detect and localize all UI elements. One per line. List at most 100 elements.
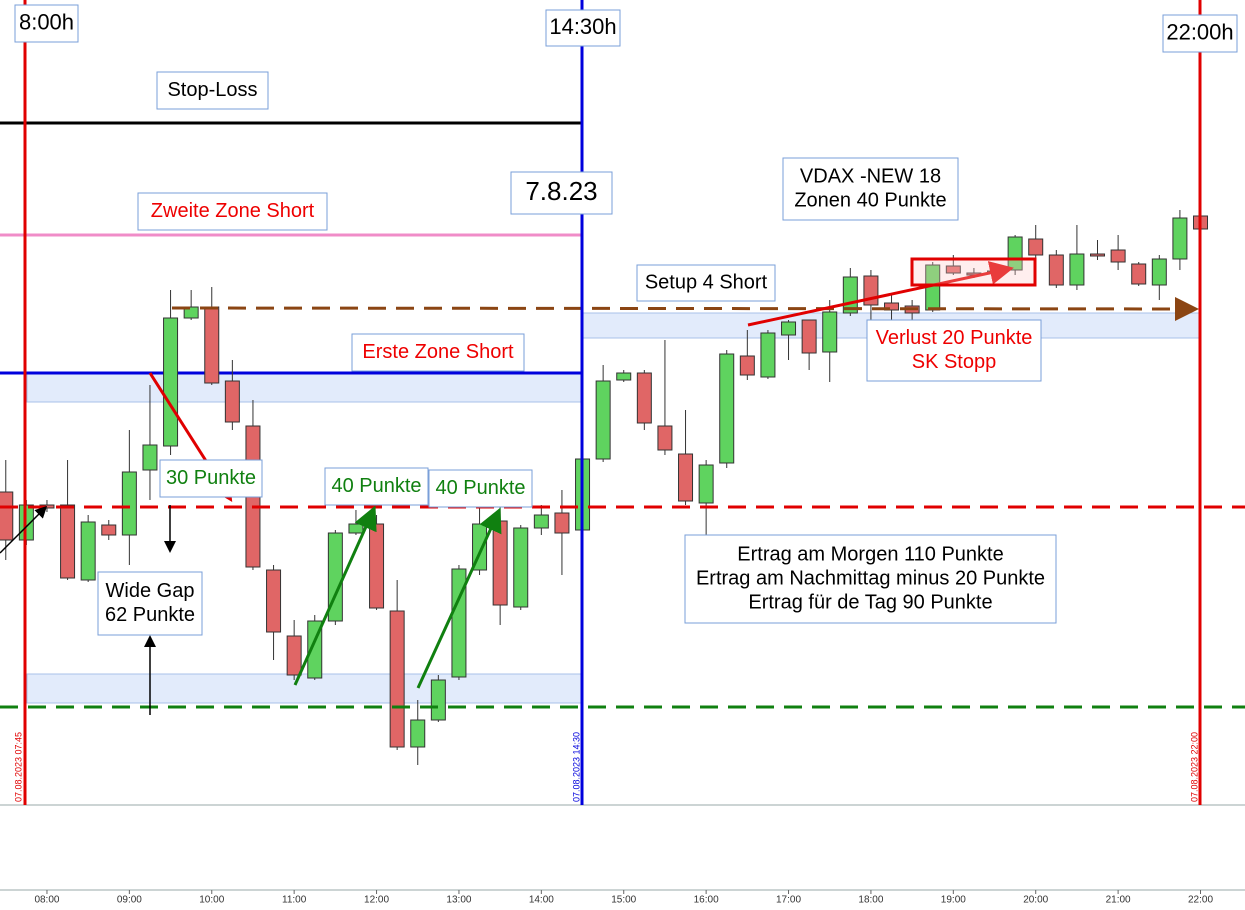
x-tick-label: 16:00: [694, 895, 719, 905]
label-box: [137, 192, 328, 231]
annotation-text: Zweite Zone Short: [151, 200, 315, 222]
label-box: [14, 4, 79, 43]
annotation-text: Stop-Loss: [167, 79, 257, 101]
label-box: [510, 171, 613, 215]
annotation-text: Ertrag für de Tag 90 Punkte: [748, 591, 992, 613]
candle-body: [1028, 238, 1044, 256]
annotation-text: 14:30h: [549, 14, 616, 39]
label-box: [159, 459, 263, 498]
label-box: [324, 467, 429, 506]
candle-body: [369, 523, 385, 609]
candle-body: [266, 569, 282, 633]
candle-body: [760, 332, 776, 378]
candle-body: [410, 719, 426, 748]
candle-body: [430, 679, 446, 721]
candle-body: [1110, 249, 1126, 263]
candle-body: [822, 311, 838, 353]
annotation-text: 7.8.23: [525, 176, 597, 206]
candle-body: [657, 425, 673, 451]
candle-body: [1048, 254, 1064, 286]
candle-body: [678, 453, 694, 502]
label-box: [1162, 14, 1238, 53]
x-tick-label: 20:00: [1023, 895, 1048, 905]
candle-body: [163, 317, 179, 447]
x-tick-label: 19:00: [941, 895, 966, 905]
annotation-text: Zonen 40 Punkte: [794, 189, 946, 211]
candle-body: [636, 372, 652, 424]
label-box: [782, 157, 959, 221]
x-tick-label: 12:00: [364, 895, 389, 905]
x-tick-label: 14:00: [529, 895, 554, 905]
x-tick-label: 10:00: [199, 895, 224, 905]
x-tick-label: 15:00: [611, 895, 636, 905]
annotation-text: 40 Punkte: [435, 477, 525, 499]
label-box: [351, 333, 525, 372]
candle-body: [739, 355, 755, 376]
candle-body: [121, 471, 137, 536]
x-tick-label: 18:00: [858, 895, 883, 905]
candle-body: [224, 380, 240, 423]
annotation-text: Erste Zone Short: [362, 341, 514, 363]
candle-body: [554, 512, 570, 534]
candle-body: [719, 353, 735, 464]
candle-body: [348, 523, 364, 534]
x-tick-label: 17:00: [776, 895, 801, 905]
candle-body: [1069, 253, 1085, 286]
candle-body: [595, 380, 611, 460]
annotation-text: 8:00h: [19, 9, 74, 34]
candle-body: [533, 514, 549, 529]
dashed-line: [171, 296, 1199, 321]
annotation-text: VDAX -NEW 18: [800, 165, 941, 187]
candle-body: [884, 302, 900, 311]
candle-body: [616, 372, 632, 381]
date-label: 07.08.2023 14:30: [571, 732, 581, 802]
candle-body: [60, 504, 76, 579]
candle-body: [492, 520, 508, 606]
annotation-text: Setup 4 Short: [645, 271, 768, 293]
labels: 08:00 09:00 10:00 11:00 12:00 13:00 14:00 15:00…: [13, 4, 1238, 906]
candle-body: [801, 319, 817, 354]
candle-body: [1090, 253, 1106, 257]
label-box: [684, 534, 1057, 624]
label-box: [428, 469, 533, 508]
candle-body: [183, 306, 199, 319]
candle-body: [1172, 217, 1188, 260]
candle-body: [204, 306, 220, 384]
candle-body: [451, 568, 467, 678]
label-box: [866, 319, 1042, 382]
annotation-text: 40 Punkte: [331, 475, 421, 497]
label-box: [97, 571, 203, 636]
x-tick-label: 11:00: [282, 895, 307, 905]
candle-body: [1151, 258, 1167, 286]
annotation-text: 22:00h: [1166, 19, 1233, 44]
candle-body: [142, 444, 158, 471]
date-label: 07.08.2023 22:00: [1189, 732, 1199, 802]
label-box: [636, 264, 776, 302]
highlight-box: [910, 257, 1037, 287]
candle-body: [945, 265, 961, 274]
candle-body: [0, 491, 14, 541]
arrow: [293, 505, 377, 686]
candle-body: [101, 524, 117, 536]
x-tick-label: 08:00: [34, 895, 59, 905]
label-box: [156, 71, 269, 110]
x-tick-label: 21:00: [1106, 895, 1131, 905]
candle-body: [513, 527, 529, 608]
arrow: [747, 261, 1014, 327]
arrow: [0, 505, 48, 554]
annotation-text: 30 Punkte: [166, 467, 256, 489]
annotation-text: Verlust 20 Punkte: [876, 327, 1033, 349]
candle-body: [1131, 263, 1147, 285]
candle-body: [80, 521, 96, 581]
label-box: [545, 9, 621, 47]
x-tick-label: 13:00: [446, 895, 471, 905]
annotation-text: Ertrag am Morgen 110 Punkte: [737, 543, 1003, 565]
annotation-text: SK Stopp: [912, 351, 997, 373]
candle-body: [698, 464, 714, 504]
candle-body: [781, 321, 797, 336]
candle-body: [286, 635, 302, 676]
zone: [26, 373, 583, 403]
annotation-text: Ertrag am Nachmittag minus 20 Punkte: [696, 567, 1045, 589]
